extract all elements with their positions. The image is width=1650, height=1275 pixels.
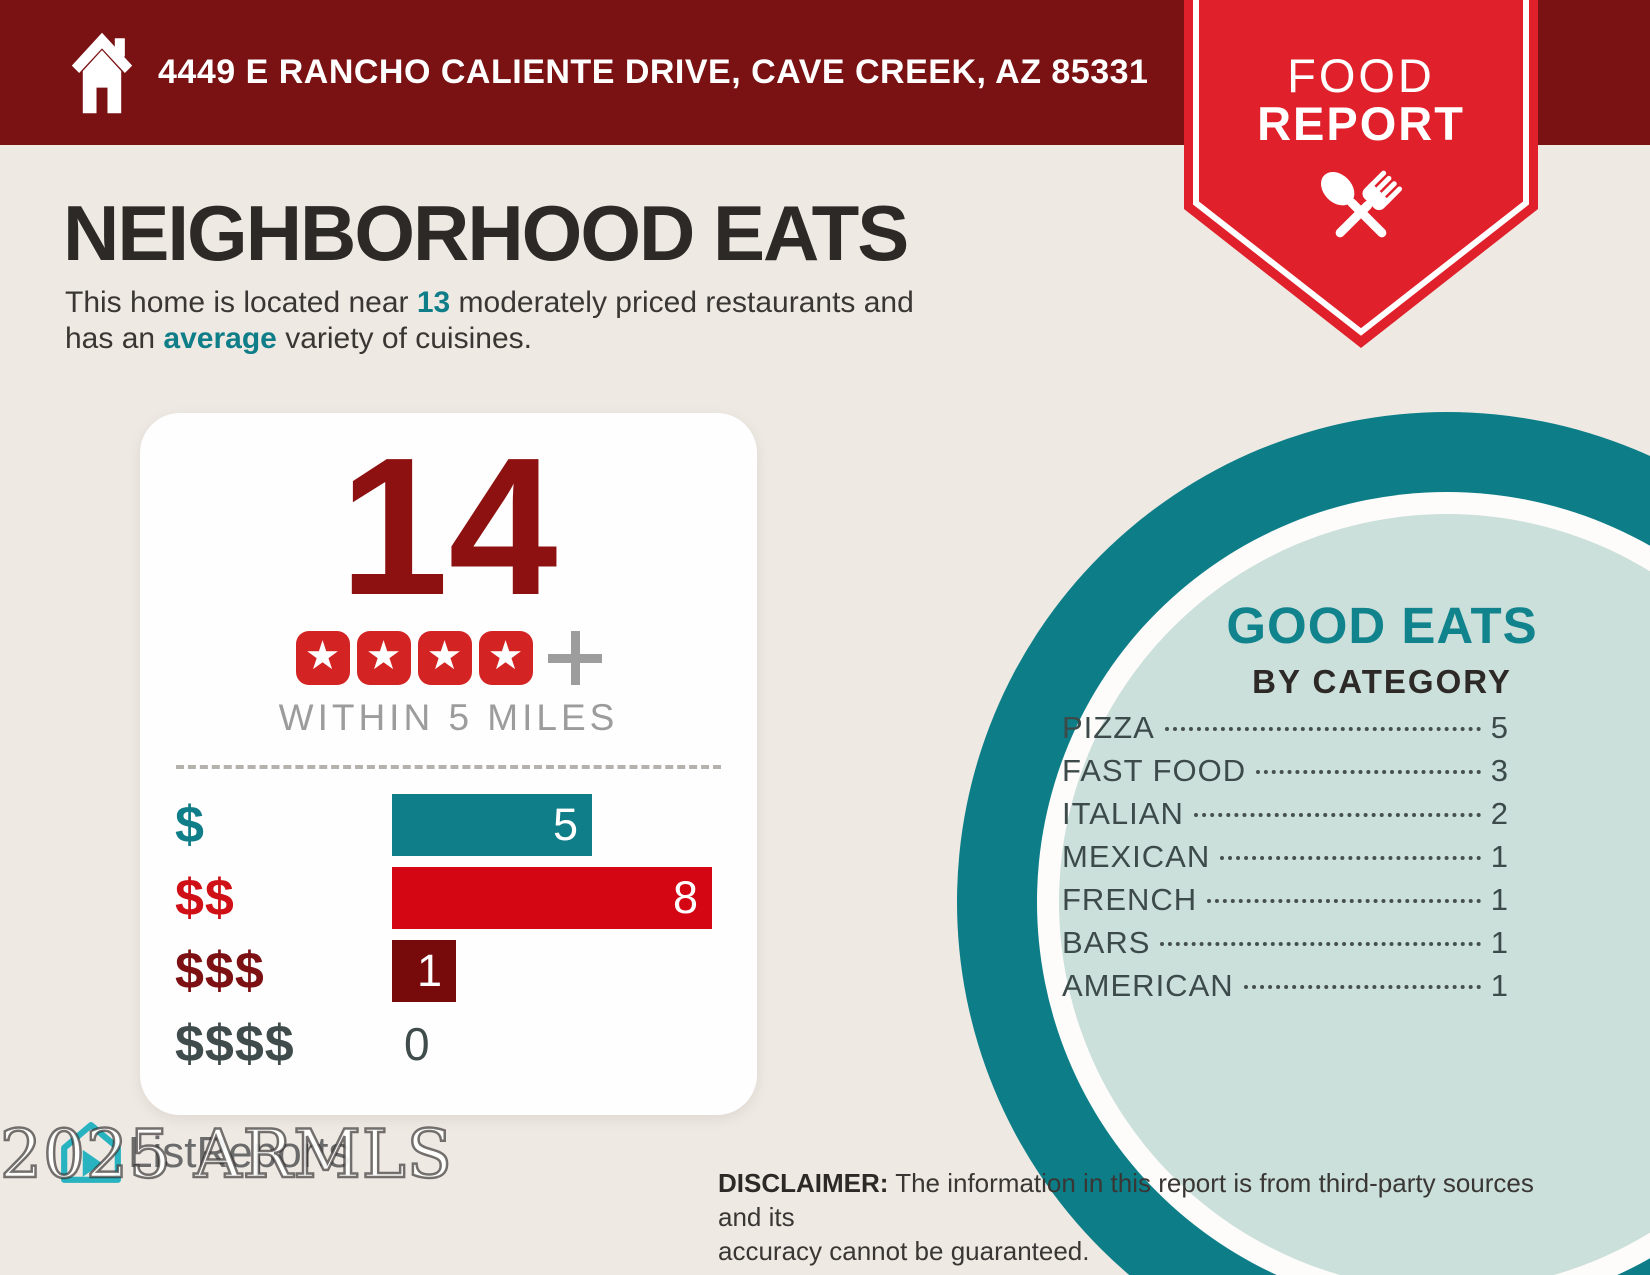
- category-row: AMERICAN 1: [1062, 968, 1508, 1011]
- property-address: 4449 E RANCHO CALIENTE DRIVE, CAVE CREEK…: [158, 53, 1149, 91]
- yelp-star-icon: ★: [478, 631, 533, 685]
- price-bar-value: 0: [404, 1018, 430, 1070]
- price-bar-track: 5: [392, 794, 712, 856]
- listreports-logo: ListReports: [58, 1120, 351, 1186]
- category-value: 3: [1490, 753, 1508, 788]
- food-report-ribbon: FOOD REPORT: [1184, 0, 1538, 348]
- category-label: AMERICAN: [1062, 968, 1234, 1003]
- price-bar-track: 8: [392, 867, 712, 929]
- category-label: ITALIAN: [1062, 796, 1184, 831]
- price-row: $$ 8: [175, 867, 757, 929]
- good-eats-subtitle: BY CATEGORY: [1252, 663, 1512, 700]
- dotted-leader: [1160, 942, 1481, 946]
- category-value: 1: [1490, 968, 1508, 1003]
- disclaimer-text: DISCLAIMER: The information in this repo…: [718, 1168, 1534, 1266]
- price-bar: 5: [392, 794, 592, 856]
- restaurant-count-highlight: 13: [416, 286, 451, 319]
- good-eats-header: GOOD EATS BY CATEGORY: [1150, 596, 1614, 701]
- dotted-leader: [1220, 856, 1481, 860]
- ribbon-title-line2: REPORT: [1257, 97, 1465, 150]
- price-bar-chart: $5 $$ 8 $$$ 1 $$$$ 0: [140, 794, 757, 1075]
- intro-line-1: This home is located near 13 moderately …: [65, 286, 914, 319]
- category-list: PIZZA 5 FAST FOOD 3 ITALIAN 2 MEXICAN 1 FRENCH 1 B…: [1062, 710, 1508, 1011]
- price-bar-value: 8: [672, 872, 698, 923]
- category-row: BARS 1: [1062, 925, 1508, 968]
- star-rating: ★ ★ ★ ★: [140, 631, 757, 685]
- price-row: $$$$ 0: [175, 1013, 757, 1075]
- price-level-label: $: [175, 796, 205, 854]
- radius-caption: WITHIN 5 MILES: [278, 697, 619, 738]
- dotted-leader: [1193, 813, 1481, 817]
- plus-icon: [547, 631, 602, 685]
- price-bar-track: 1: [392, 940, 712, 1002]
- yelp-star-icon: ★: [295, 631, 350, 685]
- category-row: MEXICAN 1: [1062, 839, 1508, 882]
- ribbon-title-line1: FOOD: [1287, 49, 1435, 102]
- category-value: 1: [1490, 839, 1508, 874]
- category-value: 5: [1490, 710, 1508, 745]
- price-bar: 1: [392, 940, 456, 1002]
- price-bar-track: 0: [392, 1013, 712, 1075]
- category-row: ITALIAN 2: [1062, 796, 1508, 839]
- dotted-leader: [1164, 727, 1481, 731]
- category-value: 1: [1490, 882, 1508, 917]
- category-value: 1: [1490, 925, 1508, 960]
- category-label: FAST FOOD: [1062, 753, 1247, 788]
- restaurant-total-count: 14: [339, 417, 558, 636]
- dotted-leader: [1256, 770, 1481, 774]
- category-label: PIZZA: [1062, 710, 1155, 745]
- yelp-star-icon: ★: [356, 631, 411, 685]
- listreports-house-icon: [61, 1122, 121, 1183]
- home-icon: [70, 28, 134, 118]
- intro-line-2: has an average variety of cuisines.: [65, 322, 532, 355]
- price-level-label: $$$$: [175, 1015, 295, 1073]
- armls-watermark: 2025 ARMLS: [0, 1115, 453, 1195]
- price-level-label: $$: [175, 869, 235, 927]
- spoon-fork-icon: [1301, 152, 1421, 272]
- listreports-logo-text: ListReports: [128, 1128, 351, 1177]
- dotted-leader: [1207, 899, 1481, 903]
- intro-text: This home is located near 13 moderately …: [65, 285, 914, 357]
- price-level-label: $$$: [175, 942, 265, 1000]
- disclaimer-label: DISCLAIMER:: [718, 1168, 889, 1198]
- yelp-star-icon: ★: [417, 631, 472, 685]
- category-label: FRENCH: [1062, 882, 1198, 917]
- price-bar-value: 5: [552, 799, 578, 850]
- price-row: $5: [175, 794, 757, 856]
- dashed-divider: [176, 765, 721, 769]
- price-bar: 8: [392, 867, 712, 929]
- category-row: PIZZA 5: [1062, 710, 1508, 753]
- dotted-leader: [1243, 985, 1481, 989]
- category-row: FAST FOOD 3: [1062, 753, 1508, 796]
- price-bar-value: 1: [416, 945, 442, 996]
- category-label: MEXICAN: [1062, 839, 1211, 874]
- price-row: $$$ 1: [175, 940, 757, 1002]
- category-label: BARS: [1062, 925, 1151, 960]
- category-value: 2: [1490, 796, 1508, 831]
- good-eats-title: GOOD EATS: [1226, 597, 1538, 654]
- page-title: NEIGHBORHOOD EATS: [63, 189, 909, 277]
- category-row: FRENCH 1: [1062, 882, 1508, 925]
- stats-card: 14 ★ ★ ★ ★ WITHIN 5 MILES $5 $$ 8 $$$ 1 $$$$ 0: [140, 413, 757, 1115]
- variety-highlight: average: [163, 322, 277, 355]
